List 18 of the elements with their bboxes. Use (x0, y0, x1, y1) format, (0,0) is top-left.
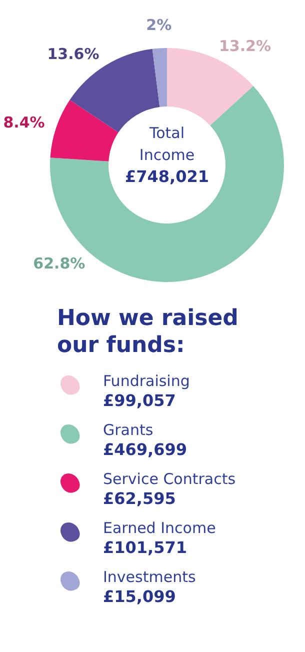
legend-label: Investments (103, 568, 196, 587)
text: £62,595 (103, 489, 177, 509)
data-label: 13.2% (218, 36, 272, 55)
text: How we raised our funds: (57, 305, 240, 359)
legend-label: Service Contracts (103, 470, 236, 489)
text: £748,021 (124, 166, 210, 188)
text: £469,699 (103, 440, 188, 460)
legend-label: Earned Income (103, 519, 216, 538)
text: £15,099 (103, 587, 177, 607)
text: £99,057 (103, 391, 177, 411)
text: £101,571 (103, 538, 188, 558)
data-label: 2% (146, 16, 172, 34)
data-label: 62.8% (33, 254, 86, 273)
text: Total Income (139, 124, 195, 164)
legend-label: Grants (103, 421, 154, 440)
data-label: 13.6% (47, 45, 100, 64)
data-label: 8.4% (3, 113, 45, 132)
legend-label: Fundraising (103, 372, 190, 391)
